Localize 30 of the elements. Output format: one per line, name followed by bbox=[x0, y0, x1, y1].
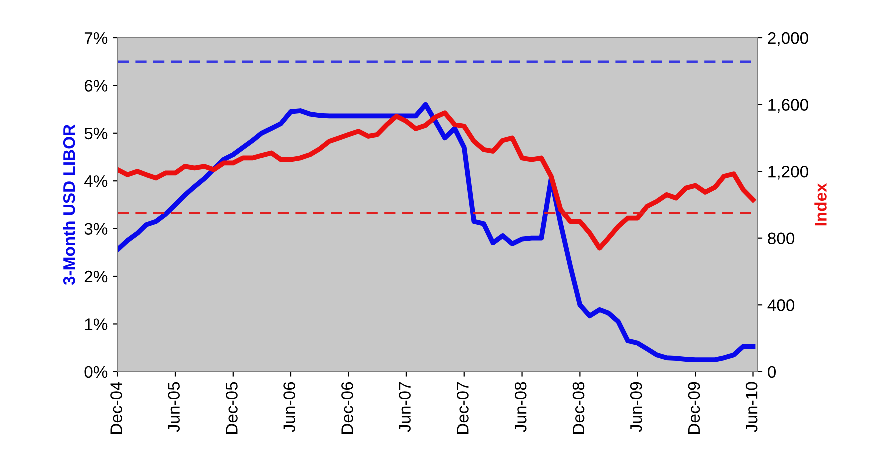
x-tick-label: Dec-07 bbox=[457, 382, 469, 434]
x-tick-label: Dec-04 bbox=[110, 382, 122, 434]
x-tick-label: Dec-09 bbox=[688, 382, 700, 434]
y2-tick-label: 1,600 bbox=[768, 99, 808, 113]
x-tick-label: Jun-09 bbox=[630, 382, 642, 432]
line-series bbox=[118, 102, 756, 362]
x-tick-label: Jun-08 bbox=[514, 382, 527, 432]
line-series bbox=[118, 110, 756, 251]
x-tick-label: Dec-08 bbox=[572, 382, 585, 434]
y-tick-label: 4% bbox=[84, 176, 108, 188]
x-tick-label: Dec-06 bbox=[342, 382, 354, 434]
x-tick-label: Jun-07 bbox=[399, 382, 411, 432]
x-tick-label: Jun-10 bbox=[746, 382, 758, 432]
y-tick-label: 5% bbox=[84, 128, 108, 140]
y2-tick-label: 400 bbox=[768, 300, 795, 312]
y2-axis-title: Index bbox=[814, 183, 827, 226]
x-tick-label: Jun-06 bbox=[284, 382, 296, 432]
y-tick-label: 1% bbox=[85, 318, 108, 330]
y2-tick-label: 2,000 bbox=[768, 32, 808, 46]
y-axis-title: 3-Month USD LIBOR bbox=[63, 124, 76, 286]
y-tick-label: 2% bbox=[84, 270, 108, 283]
y-tick-label: 6% bbox=[84, 80, 108, 92]
y2-tick-label: 800 bbox=[768, 232, 795, 245]
y-tick-label: 7% bbox=[84, 32, 108, 44]
x-tick-label: Jun-05 bbox=[168, 382, 180, 432]
y-tick-label: 0% bbox=[84, 366, 108, 378]
y2-tick-label: 1,200 bbox=[768, 166, 808, 180]
y2-tick-label: 0 bbox=[768, 366, 776, 378]
x-tick-label: Dec-05 bbox=[226, 382, 238, 434]
y-tick-label: 3% bbox=[84, 223, 108, 236]
